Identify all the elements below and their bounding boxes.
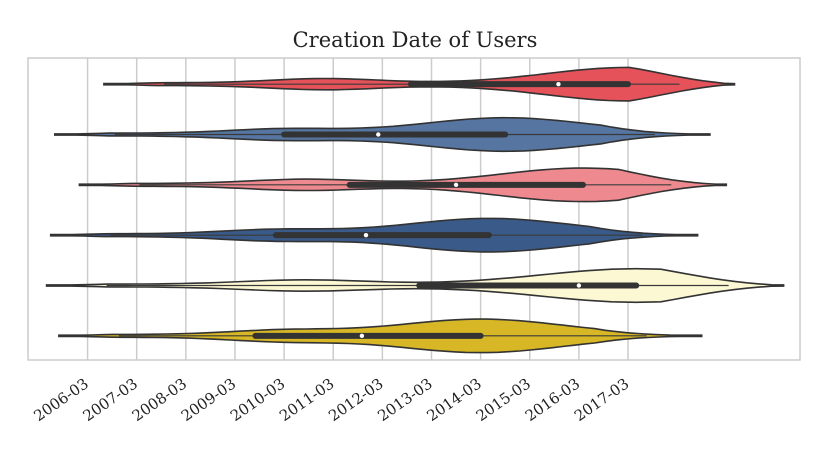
violins — [45, 66, 785, 354]
x-tick-label: 2011-03 — [276, 375, 337, 426]
x-tick-label: 2013-03 — [374, 375, 435, 426]
plot-frame — [27, 57, 801, 361]
x-tick-label: 2007-03 — [80, 375, 141, 426]
violin-median — [556, 81, 561, 87]
x-axis-ticks: 2006-032007-032008-032009-032010-032011-… — [30, 375, 632, 426]
violin-median — [359, 333, 365, 339]
violin-median — [453, 182, 459, 188]
x-tick-label: 2010-03 — [227, 375, 288, 426]
x-tick-label: 2014-03 — [424, 375, 485, 426]
x-tick-label: 2017-03 — [571, 375, 632, 426]
violin-median — [363, 232, 369, 238]
chart-title: Creation Date of Users — [293, 28, 538, 52]
x-tick-label: 2016-03 — [522, 375, 583, 426]
x-tick-label: 2015-03 — [473, 375, 534, 426]
x-tick-label: 2006-03 — [30, 375, 91, 426]
x-tick-label: 2009-03 — [178, 375, 239, 426]
violin-median — [576, 283, 582, 288]
x-tick-label: 2012-03 — [325, 375, 386, 426]
x-tick-label: 2008-03 — [129, 375, 190, 426]
violin-median — [376, 132, 381, 137]
grid-lines — [86, 58, 629, 360]
